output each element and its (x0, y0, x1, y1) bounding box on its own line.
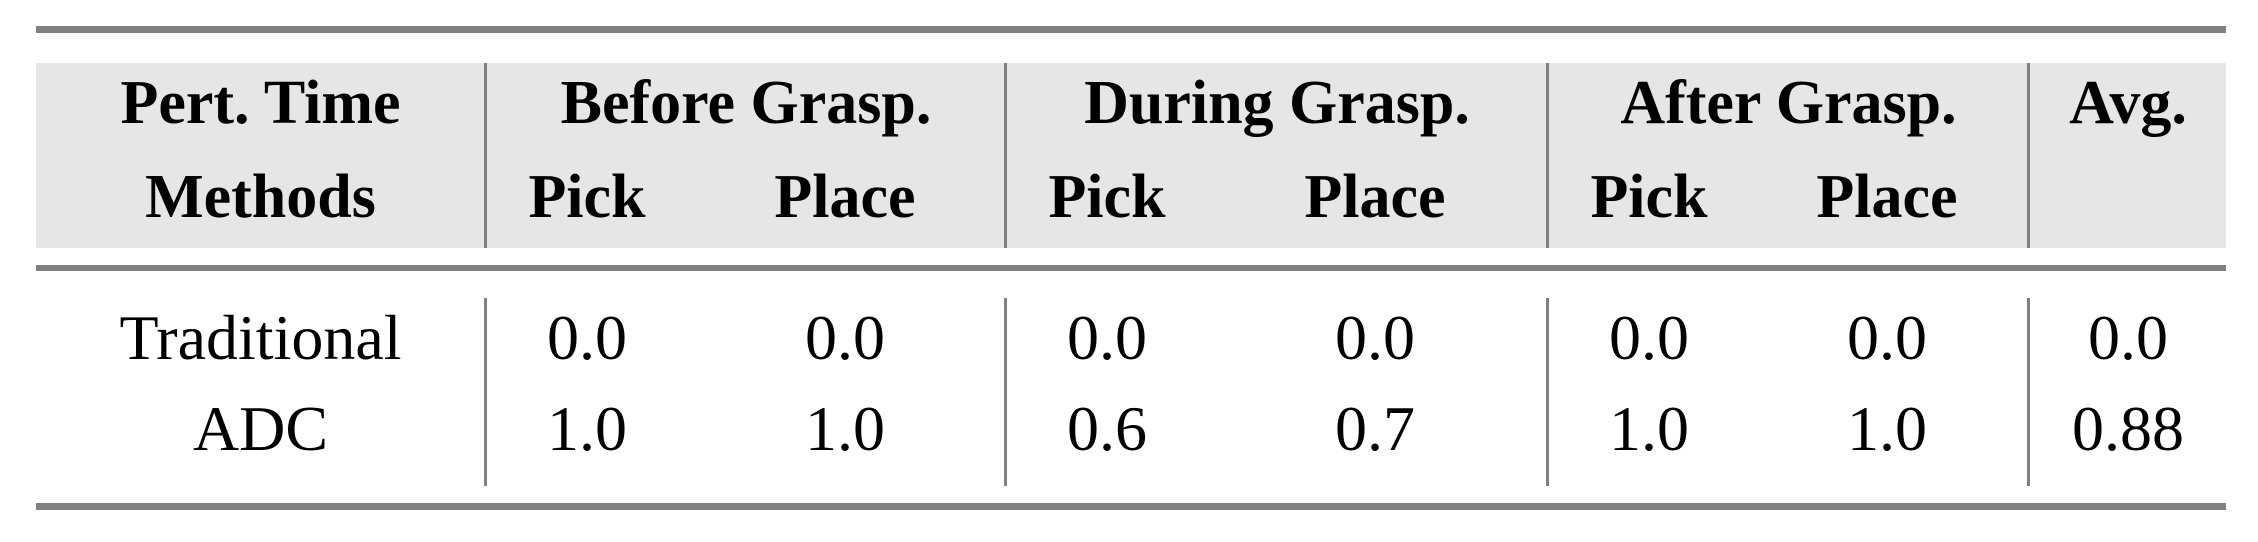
table-cell: 1.0 (805, 393, 885, 464)
row-method-adc: ADC (192, 393, 329, 464)
divider (1546, 63, 1549, 248)
header-during-pick: Pick (1048, 162, 1166, 231)
header-before-place: Place (774, 162, 916, 231)
table-cell: 0.0 (1067, 302, 1147, 373)
table-cell: 0.0 (805, 302, 885, 373)
table-cell-avg: 0.88 (2072, 393, 2184, 464)
table-cell: 0.6 (1067, 393, 1147, 464)
header-after-place: Place (1816, 162, 1958, 231)
header-before-pick: Pick (528, 162, 646, 231)
table-cell: 0.0 (547, 302, 627, 373)
row-method-traditional: Traditional (119, 302, 402, 373)
table-cell: 0.0 (1335, 302, 1415, 373)
divider (2027, 63, 2030, 248)
header-pert-time: Pert. Time (120, 68, 401, 137)
divider (484, 298, 487, 486)
header-after-grasp: After Grasp. (1620, 68, 1957, 137)
divider (1004, 63, 1007, 248)
table-cell: 1.0 (547, 393, 627, 464)
bottom-rule (36, 503, 2226, 510)
table-cell: 1.0 (1609, 393, 1689, 464)
divider (1004, 298, 1007, 486)
header-during-grasp: During Grasp. (1084, 68, 1470, 137)
mid-rule (36, 265, 2226, 271)
header-before-grasp: Before Grasp. (560, 68, 932, 137)
table-cell: 0.0 (1847, 302, 1927, 373)
table-cell: 0.0 (1609, 302, 1689, 373)
divider (484, 63, 487, 248)
header-avg: Avg. (2069, 68, 2187, 137)
top-rule (36, 26, 2226, 33)
header-background (36, 63, 2226, 248)
table-cell: 1.0 (1847, 393, 1927, 464)
divider (2027, 298, 2030, 486)
table-cell: 0.7 (1335, 393, 1415, 464)
header-methods: Methods (145, 162, 376, 231)
table-cell-avg: 0.0 (2088, 302, 2168, 373)
header-after-pick: Pick (1590, 162, 1708, 231)
header-during-place: Place (1304, 162, 1446, 231)
divider (1546, 298, 1549, 486)
